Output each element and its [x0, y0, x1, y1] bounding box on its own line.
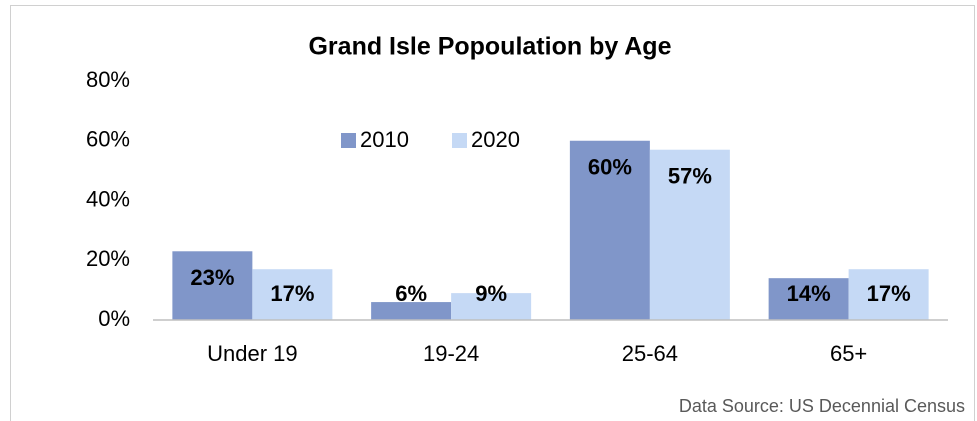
value-label: 17% — [270, 281, 314, 306]
bar — [569, 140, 650, 320]
bar — [649, 149, 730, 320]
legend-swatch — [341, 133, 356, 148]
bar — [451, 293, 532, 320]
y-tick-label: 80% — [86, 67, 130, 92]
y-tick-label: 0% — [98, 306, 130, 331]
y-tick-label: 60% — [86, 127, 130, 152]
value-label: 23% — [190, 265, 234, 290]
chart-title: Grand Isle Popoulation by Age — [308, 33, 671, 61]
bar — [172, 251, 253, 320]
x-tick-label: Under 19 — [207, 341, 298, 366]
value-label: 6% — [395, 281, 427, 306]
source-note: Data Source: US Decennial Census — [679, 396, 965, 416]
bar — [768, 278, 849, 320]
chart-frame — [10, 5, 975, 421]
y-tick-label: 20% — [86, 246, 130, 271]
legend-label: 2020 — [471, 127, 520, 152]
bar — [371, 302, 452, 320]
value-label: 14% — [787, 281, 831, 306]
value-label: 17% — [867, 281, 911, 306]
x-tick-label: 25-64 — [622, 341, 678, 366]
y-tick-label: 40% — [86, 186, 130, 211]
legend-label: 2010 — [360, 127, 409, 152]
value-label: 60% — [588, 155, 632, 180]
x-tick-label: 19-24 — [423, 341, 479, 366]
value-label: 9% — [475, 281, 507, 306]
value-label: 57% — [668, 164, 712, 189]
bar — [252, 269, 333, 320]
x-tick-label: 65+ — [830, 341, 867, 366]
bar — [848, 269, 929, 320]
legend-swatch — [452, 133, 467, 148]
